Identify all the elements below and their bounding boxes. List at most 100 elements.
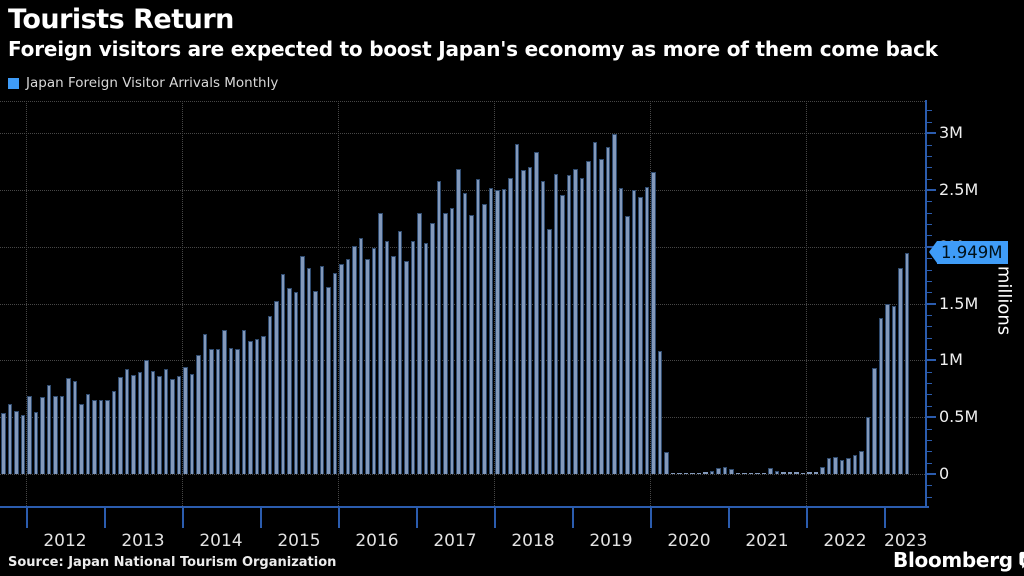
bar-month-64[interactable]: [417, 213, 422, 474]
bar-month-32[interactable]: [209, 349, 214, 474]
bar-month-97[interactable]: [631, 190, 636, 474]
bar-month-111[interactable]: [722, 467, 727, 474]
bar-month-119[interactable]: [774, 471, 779, 474]
bar-month-25[interactable]: [163, 368, 168, 474]
bar-month-41[interactable]: [267, 316, 272, 474]
bar-month-115[interactable]: [748, 472, 753, 474]
bar-month-65[interactable]: [423, 242, 428, 474]
bar-month-103[interactable]: [670, 473, 675, 474]
bar-month-94[interactable]: [612, 134, 617, 474]
bar-month-69[interactable]: [449, 207, 454, 474]
bar-month-133[interactable]: [865, 417, 870, 474]
bar-month-90[interactable]: [586, 160, 591, 474]
bar-month-10[interactable]: [66, 377, 71, 474]
bar-month-36[interactable]: [235, 349, 240, 474]
bar-month-91[interactable]: [592, 141, 597, 474]
bar-month-19[interactable]: [124, 369, 129, 474]
bar-month-86[interactable]: [560, 195, 565, 474]
bar-month-138[interactable]: [898, 267, 903, 474]
bar-month-18[interactable]: [118, 376, 123, 474]
bar-month-59[interactable]: [384, 241, 389, 474]
bar-month-1[interactable]: [7, 404, 12, 474]
bar-month-121[interactable]: [787, 471, 792, 474]
bar-month-92[interactable]: [599, 159, 604, 474]
bar-month-37[interactable]: [241, 329, 246, 474]
bar-month-35[interactable]: [228, 347, 233, 474]
bar-month-50[interactable]: [326, 286, 331, 474]
bar-month-44[interactable]: [287, 287, 292, 474]
bar-month-74[interactable]: [482, 203, 487, 474]
bar-month-89[interactable]: [579, 178, 584, 474]
bar-month-43[interactable]: [280, 273, 285, 474]
bar-month-127[interactable]: [826, 458, 831, 474]
bar-month-57[interactable]: [371, 248, 376, 474]
bar-month-12[interactable]: [79, 404, 84, 474]
bar-month-93[interactable]: [605, 146, 610, 474]
bar-month-110[interactable]: [716, 467, 721, 474]
bar-month-21[interactable]: [137, 371, 142, 474]
bar-month-8[interactable]: [53, 396, 58, 474]
bar-month-3[interactable]: [20, 414, 25, 474]
bar-month-15[interactable]: [98, 399, 103, 474]
bar-month-27[interactable]: [176, 375, 181, 474]
bar-month-112[interactable]: [729, 468, 734, 474]
bar-month-96[interactable]: [625, 215, 630, 474]
bar-month-63[interactable]: [410, 241, 415, 474]
bar-month-83[interactable]: [540, 181, 545, 474]
bar-month-99[interactable]: [644, 187, 649, 474]
bar-month-42[interactable]: [274, 300, 279, 474]
bar-month-98[interactable]: [638, 196, 643, 474]
bar-month-132[interactable]: [859, 450, 864, 474]
bar-month-56[interactable]: [365, 258, 370, 474]
bar-month-13[interactable]: [85, 393, 90, 474]
bar-month-118[interactable]: [768, 468, 773, 474]
bar-month-40[interactable]: [261, 335, 266, 474]
bar-month-23[interactable]: [150, 371, 155, 474]
bar-month-49[interactable]: [319, 266, 324, 474]
bar-month-106[interactable]: [690, 473, 695, 474]
bar-month-128[interactable]: [833, 457, 838, 474]
bar-month-79[interactable]: [514, 144, 519, 474]
bar-month-84[interactable]: [547, 228, 552, 474]
bar-month-76[interactable]: [495, 189, 500, 474]
bar-month-24[interactable]: [157, 375, 162, 474]
bar-month-120[interactable]: [781, 472, 786, 474]
bar-month-114[interactable]: [742, 472, 747, 474]
bar-month-5[interactable]: [33, 411, 38, 474]
bar-month-101[interactable]: [657, 350, 662, 474]
bar-month-31[interactable]: [202, 334, 207, 474]
bar-month-28[interactable]: [183, 366, 188, 474]
bar-month-62[interactable]: [404, 261, 409, 474]
bar-month-81[interactable]: [527, 166, 532, 474]
bar-month-100[interactable]: [651, 171, 656, 474]
bar-month-30[interactable]: [196, 354, 201, 474]
bar-month-139[interactable]: [904, 252, 909, 474]
bar-month-71[interactable]: [462, 192, 467, 474]
bar-month-113[interactable]: [735, 473, 740, 474]
bar-month-47[interactable]: [306, 267, 311, 474]
bar-month-109[interactable]: [709, 470, 714, 474]
bar-month-38[interactable]: [248, 341, 253, 474]
bar-month-16[interactable]: [105, 399, 110, 474]
bar-month-73[interactable]: [475, 179, 480, 474]
bar-month-54[interactable]: [352, 245, 357, 474]
bar-month-105[interactable]: [683, 473, 688, 474]
bar-month-116[interactable]: [755, 472, 760, 474]
bar-month-48[interactable]: [313, 290, 318, 474]
bar-month-136[interactable]: [885, 303, 890, 474]
bar-month-34[interactable]: [222, 329, 227, 474]
bar-month-9[interactable]: [59, 396, 64, 474]
bar-month-45[interactable]: [293, 292, 298, 474]
bar-month-72[interactable]: [469, 215, 474, 474]
bar-month-17[interactable]: [111, 391, 116, 474]
bar-month-126[interactable]: [820, 466, 825, 474]
bar-month-85[interactable]: [553, 174, 558, 474]
bar-month-75[interactable]: [488, 187, 493, 474]
bar-month-82[interactable]: [534, 152, 539, 474]
bar-month-130[interactable]: [846, 457, 851, 474]
bar-month-53[interactable]: [345, 259, 350, 474]
bar-month-80[interactable]: [521, 170, 526, 474]
bar-month-131[interactable]: [852, 454, 857, 474]
bar-month-33[interactable]: [215, 348, 220, 474]
bar-month-52[interactable]: [339, 263, 344, 474]
